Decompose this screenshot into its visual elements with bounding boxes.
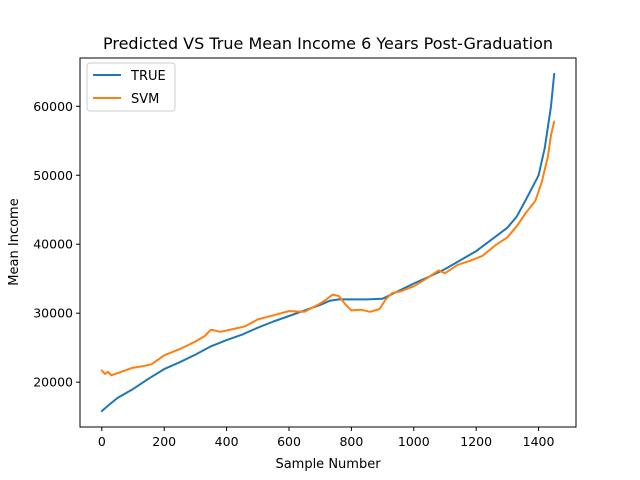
- y-tick-label: 50000: [33, 168, 73, 183]
- y-tick-label: 30000: [33, 306, 73, 321]
- series-line-true: [100, 72, 556, 413]
- x-axis-ticks: 0 200 400 600 800 1000 1200 1400: [98, 427, 555, 449]
- y-tick-label: 40000: [33, 237, 73, 252]
- x-tick-label: 1400: [523, 434, 555, 449]
- x-tick-label: 800: [339, 434, 363, 449]
- legend-label-true: TRUE: [130, 69, 166, 84]
- x-tick-label: 1000: [398, 434, 430, 449]
- x-tick-label: 200: [152, 434, 176, 449]
- chart-title: Predicted VS True Mean Income 6 Years Po…: [103, 34, 553, 53]
- y-axis-label: Mean Income: [7, 198, 22, 285]
- y-tick-label: 60000: [33, 99, 73, 114]
- series-layer: [100, 72, 556, 413]
- x-tick-label: 1200: [460, 434, 492, 449]
- x-axis-label: Sample Number: [275, 457, 381, 472]
- x-tick-label: 600: [277, 434, 301, 449]
- legend: TRUE SVM: [86, 62, 176, 112]
- legend-label-svm: SVM: [131, 92, 159, 107]
- plot-frame: [79, 57, 577, 428]
- y-tick-label: 20000: [33, 375, 73, 390]
- x-tick-label: 0: [98, 434, 106, 449]
- x-tick-label: 400: [215, 434, 239, 449]
- y-axis-ticks: 20000 30000 40000 50000 60000: [33, 99, 80, 390]
- series-line-svm: [100, 120, 556, 377]
